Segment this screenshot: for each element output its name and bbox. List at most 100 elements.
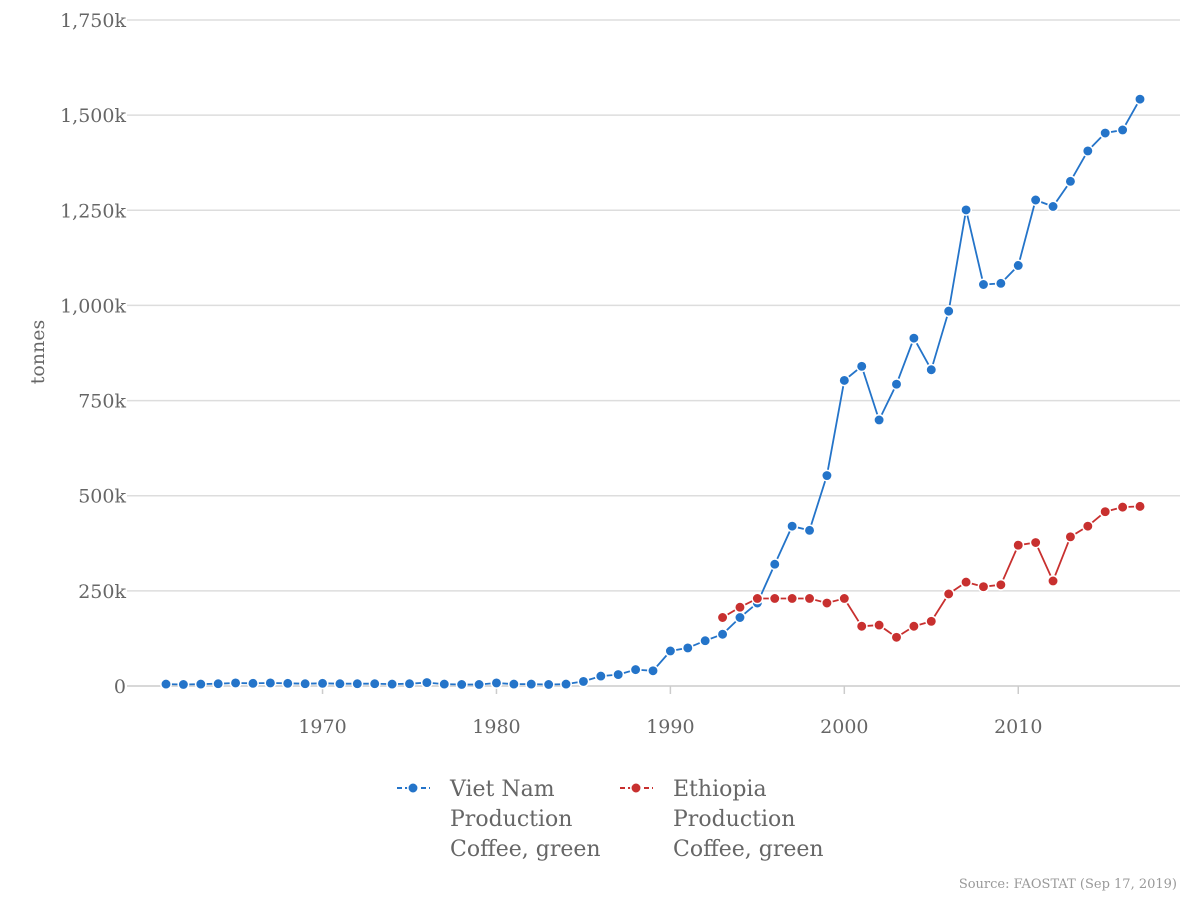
data-point[interactable]	[1029, 194, 1042, 206]
y-tick-label: 1,500k	[60, 105, 126, 127]
data-point[interactable]	[716, 611, 729, 624]
data-point[interactable]	[751, 592, 764, 605]
data-point[interactable]	[1081, 520, 1094, 533]
data-point[interactable]	[1134, 500, 1146, 513]
data-point[interactable]	[873, 414, 886, 426]
data-point[interactable]	[473, 678, 486, 691]
data-point[interactable]	[1116, 124, 1129, 136]
y-tick-label: 750k	[78, 391, 126, 413]
data-point[interactable]	[629, 663, 642, 676]
data-point[interactable]	[907, 332, 920, 345]
data-point[interactable]	[803, 524, 816, 537]
data-point[interactable]	[1134, 93, 1146, 106]
data-point[interactable]	[994, 578, 1007, 591]
data-point[interactable]	[1099, 127, 1112, 139]
source-note: Source: FAOSTAT (Sep 17, 2019)	[958, 877, 1177, 892]
data-point[interactable]	[386, 678, 399, 691]
data-point[interactable]	[560, 678, 572, 691]
data-point[interactable]	[664, 645, 677, 657]
data-point[interactable]	[960, 576, 973, 589]
data-point[interactable]	[994, 277, 1007, 290]
data-point[interactable]	[977, 278, 990, 291]
data-point[interactable]	[177, 678, 190, 691]
data-point[interactable]	[925, 615, 938, 628]
legend-item-viet-nam[interactable]: Viet Nam Production Coffee, green	[397, 777, 601, 862]
data-point[interactable]	[403, 677, 416, 690]
data-point[interactable]	[786, 520, 799, 533]
data-point[interactable]	[1047, 200, 1059, 213]
data-point[interactable]	[194, 678, 207, 691]
data-point[interactable]	[925, 363, 938, 376]
data-point[interactable]	[229, 677, 242, 689]
data-point[interactable]	[160, 678, 172, 691]
x-tick-label: 2000	[820, 716, 868, 738]
data-point[interactable]	[699, 634, 712, 647]
data-point[interactable]	[455, 678, 468, 691]
data-point[interactable]	[890, 378, 903, 391]
data-point[interactable]	[247, 677, 259, 690]
data-point[interactable]	[212, 677, 225, 690]
data-point[interactable]	[768, 558, 781, 571]
data-point[interactable]	[490, 677, 503, 689]
data-point[interactable]	[1029, 536, 1042, 549]
data-point[interactable]	[525, 678, 538, 691]
y-tick-label: 0	[114, 676, 126, 698]
data-point[interactable]	[1047, 575, 1059, 587]
data-point[interactable]	[1099, 505, 1112, 518]
x-tick-label: 1990	[646, 716, 694, 738]
legend-item-ethiopia[interactable]: Ethiopia Production Coffee, green	[620, 777, 824, 862]
data-point[interactable]	[681, 641, 694, 654]
legend[interactable]: Viet Nam Production Coffee, green Ethiopia P…	[397, 777, 824, 862]
data-point[interactable]	[786, 592, 799, 605]
data-point[interactable]	[1116, 501, 1129, 514]
data-point[interactable]	[1081, 144, 1094, 157]
data-point[interactable]	[820, 469, 833, 482]
data-point[interactable]	[420, 676, 433, 689]
data-point[interactable]	[316, 677, 329, 690]
data-point[interactable]	[507, 678, 520, 691]
series-viet-nam	[160, 93, 1146, 691]
x-tick-label: 2010	[994, 716, 1042, 738]
data-point[interactable]	[734, 611, 746, 624]
data-point[interactable]	[647, 664, 659, 677]
data-point[interactable]	[803, 592, 816, 605]
data-point[interactable]	[960, 203, 973, 216]
data-point[interactable]	[942, 587, 955, 600]
data-point[interactable]	[942, 305, 955, 318]
data-point[interactable]	[368, 677, 381, 690]
data-point[interactable]	[594, 670, 607, 683]
data-point[interactable]	[838, 374, 851, 387]
data-point[interactable]	[612, 668, 625, 681]
series-ethiopia	[716, 500, 1146, 644]
y-tick-label: 1,000k	[60, 295, 126, 317]
data-point[interactable]	[281, 677, 294, 690]
data-point[interactable]	[873, 619, 886, 632]
data-point[interactable]	[299, 677, 312, 690]
y-tick-label: 250k	[78, 581, 126, 603]
data-point[interactable]	[838, 592, 851, 605]
x-axis-ticks: 1970 1980 1990 2000 2010	[298, 686, 1042, 738]
data-point[interactable]	[977, 580, 990, 593]
data-point[interactable]	[577, 675, 590, 688]
data-point[interactable]	[1064, 530, 1077, 543]
legend-label-line: Coffee, green	[673, 837, 824, 862]
data-point[interactable]	[820, 597, 833, 609]
legend-label-line: Production	[450, 807, 572, 832]
data-point[interactable]	[264, 677, 277, 689]
data-point[interactable]	[1012, 539, 1025, 552]
data-point[interactable]	[716, 628, 729, 641]
data-point[interactable]	[855, 360, 868, 373]
data-point[interactable]	[855, 620, 868, 633]
data-point[interactable]	[768, 592, 781, 605]
data-point[interactable]	[438, 678, 451, 691]
data-point[interactable]	[734, 601, 746, 614]
data-point[interactable]	[890, 631, 903, 644]
data-point[interactable]	[351, 677, 364, 690]
data-point[interactable]	[907, 620, 920, 633]
series-layer	[160, 93, 1146, 691]
data-point[interactable]	[1064, 175, 1077, 188]
data-point[interactable]	[1012, 259, 1025, 272]
data-point[interactable]	[333, 677, 346, 690]
data-point[interactable]	[542, 678, 555, 691]
